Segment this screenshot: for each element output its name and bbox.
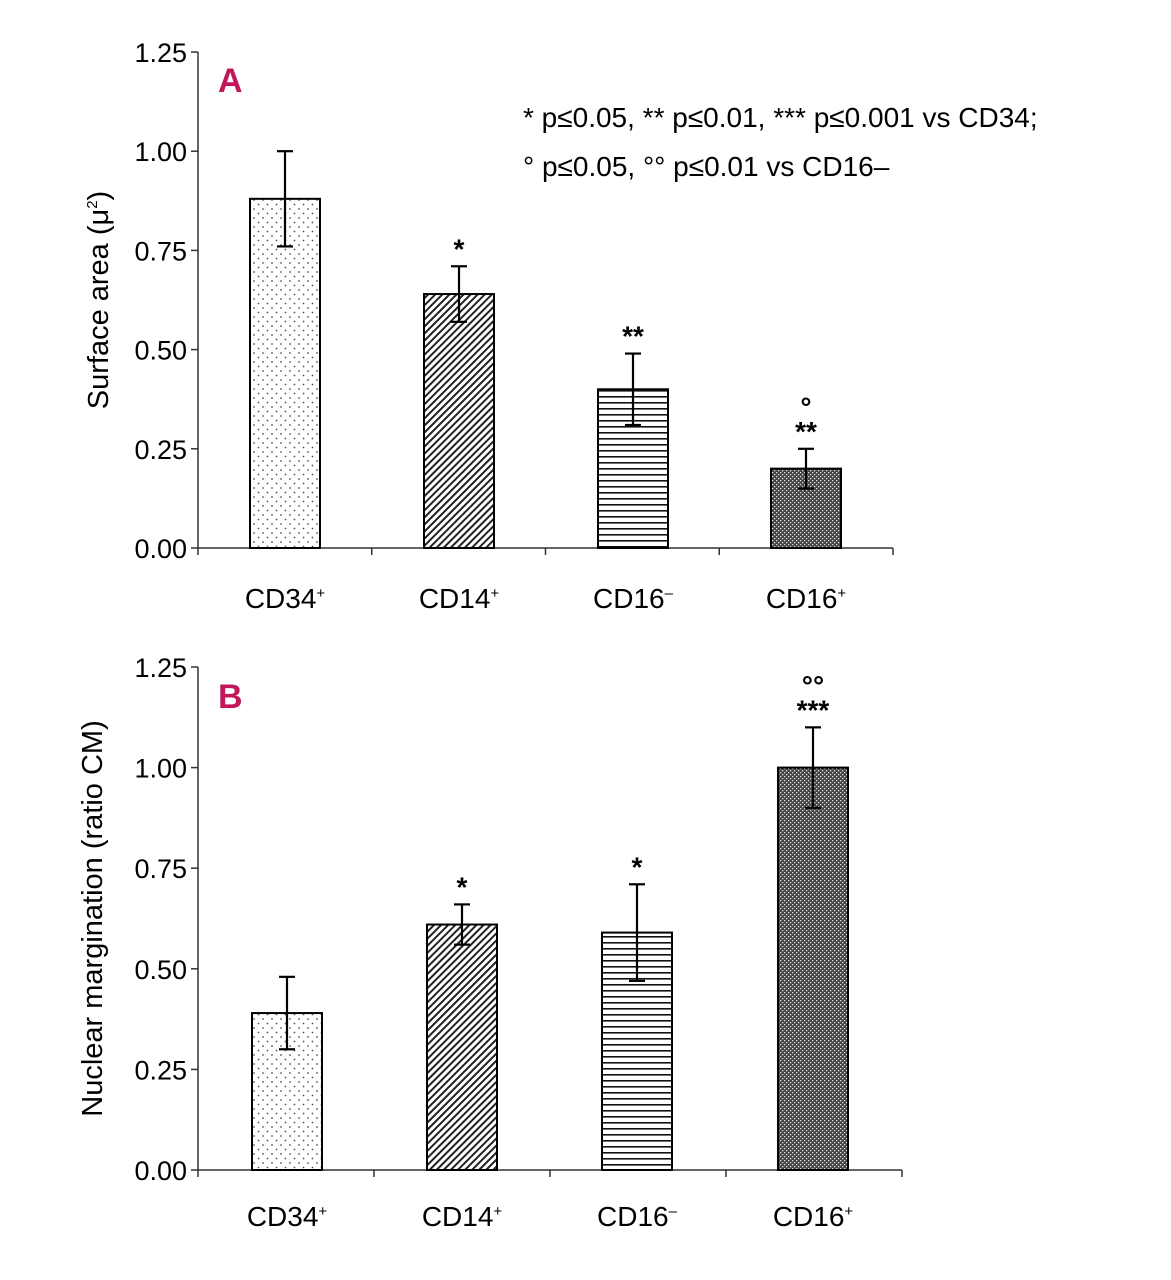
significance-legend: * p≤0.05, ** p≤0.01, *** p≤0.001 vs CD34… [523,102,1038,182]
category-label: CD16+ [773,1201,854,1232]
y-tick-label: 0.25 [134,1055,187,1085]
category-label-sup: + [844,1203,853,1220]
legend-line-1: * p≤0.05, ** p≤0.01, *** p≤0.001 vs CD34… [523,102,1038,133]
y-axis-title-text: Surface area (μ [83,209,115,409]
category-label: CD14+ [419,583,500,614]
category-label-text: CD16 [593,583,665,614]
significance-marker: ** [795,416,817,447]
y-tick-label: 0.50 [134,955,187,985]
category-label-sup: + [493,1203,502,1220]
category-label-sup: + [490,585,499,602]
significance-marker: °° [802,670,824,701]
category-label-text: CD14 [419,583,491,614]
category-label-sup: + [837,585,846,602]
bar [423,293,495,549]
category-label-sup: – [669,1203,678,1220]
y-tick-label: 0.75 [134,854,187,884]
y-tick-label: 0.50 [134,336,187,366]
category-label-sup: – [665,585,674,602]
category-label: CD16– [593,583,674,614]
bar [249,197,321,549]
category-label-text: CD16 [766,583,838,614]
bar [777,766,849,1171]
panel-label-b: B [218,678,243,716]
category-label: CD14+ [422,1201,503,1232]
y-tick-label: 1.25 [134,38,187,68]
legend-line-2: ° p≤0.05, °° p≤0.01 vs CD16– [523,151,890,182]
significance-marker: * [457,871,468,902]
category-label-text: CD16 [597,1201,669,1232]
panel-label-a: A [218,62,243,100]
category-label: CD34+ [245,583,326,614]
category-label-sup: + [316,585,325,602]
category-label: CD34+ [247,1201,328,1232]
significance-marker: *** [797,694,830,725]
y-tick-label: 1.00 [134,754,187,784]
y-axis-title: Nuclear margination (ratio CM) [77,720,109,1116]
category-label-text: CD14 [422,1201,494,1232]
significance-marker: * [454,233,465,264]
bar [426,923,498,1172]
y-tick-label: 1.25 [134,653,187,683]
y-tick-label: 0.25 [134,435,187,465]
y-tick-label: 1.00 [134,137,187,167]
category-label-text: CD34 [245,583,317,614]
y-axis-title-suffix: ) [83,191,115,201]
category-label-text: CD16 [773,1201,845,1232]
y-tick-label: 0.00 [134,534,187,564]
category-label-text: CD34 [247,1201,319,1232]
significance-marker: ** [622,321,644,352]
y-tick-label: 0.75 [134,236,187,266]
significance-marker: * [632,851,643,882]
y-axis-title: Surface area (μ2) [83,191,115,409]
panel-a-chart: A 0.00 0.25 0.50 0.75 1.00 1.25 Surface area (μ… [83,38,894,614]
category-label-sup: + [318,1203,327,1220]
y-axis-title-text: Nuclear margination (ratio CM) [77,720,109,1116]
y-tick-label: 0.00 [134,1156,187,1186]
significance-marker: ° [800,392,811,423]
category-label: CD16+ [766,583,847,614]
y-axis-title-sup: 2 [84,200,101,208]
panel-b-chart: B 0.00 0.25 0.50 0.75 1.00 1.25 Nuclear margina… [77,653,903,1232]
category-label: CD16– [597,1201,678,1232]
